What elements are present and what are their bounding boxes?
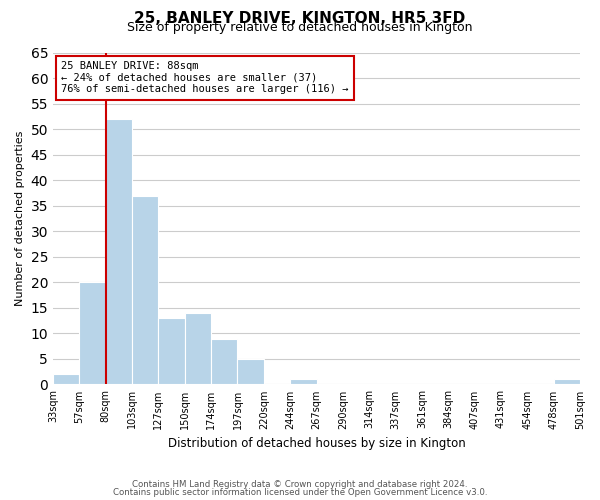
Bar — [185, 313, 211, 384]
Bar — [158, 318, 185, 384]
Text: 25, BANLEY DRIVE, KINGTON, HR5 3FD: 25, BANLEY DRIVE, KINGTON, HR5 3FD — [134, 11, 466, 26]
X-axis label: Distribution of detached houses by size in Kington: Distribution of detached houses by size … — [167, 437, 466, 450]
Bar — [53, 374, 79, 384]
Bar — [290, 380, 317, 384]
Text: Contains HM Land Registry data © Crown copyright and database right 2024.: Contains HM Land Registry data © Crown c… — [132, 480, 468, 489]
Bar — [554, 380, 580, 384]
Y-axis label: Number of detached properties: Number of detached properties — [15, 131, 25, 306]
Text: Size of property relative to detached houses in Kington: Size of property relative to detached ho… — [127, 22, 473, 35]
Bar — [211, 338, 238, 384]
Text: 25 BANLEY DRIVE: 88sqm
← 24% of detached houses are smaller (37)
76% of semi-det: 25 BANLEY DRIVE: 88sqm ← 24% of detached… — [61, 62, 349, 94]
Bar — [132, 196, 158, 384]
Text: Contains public sector information licensed under the Open Government Licence v3: Contains public sector information licen… — [113, 488, 487, 497]
Bar — [79, 282, 106, 384]
Bar — [238, 359, 264, 384]
Bar — [106, 120, 132, 384]
